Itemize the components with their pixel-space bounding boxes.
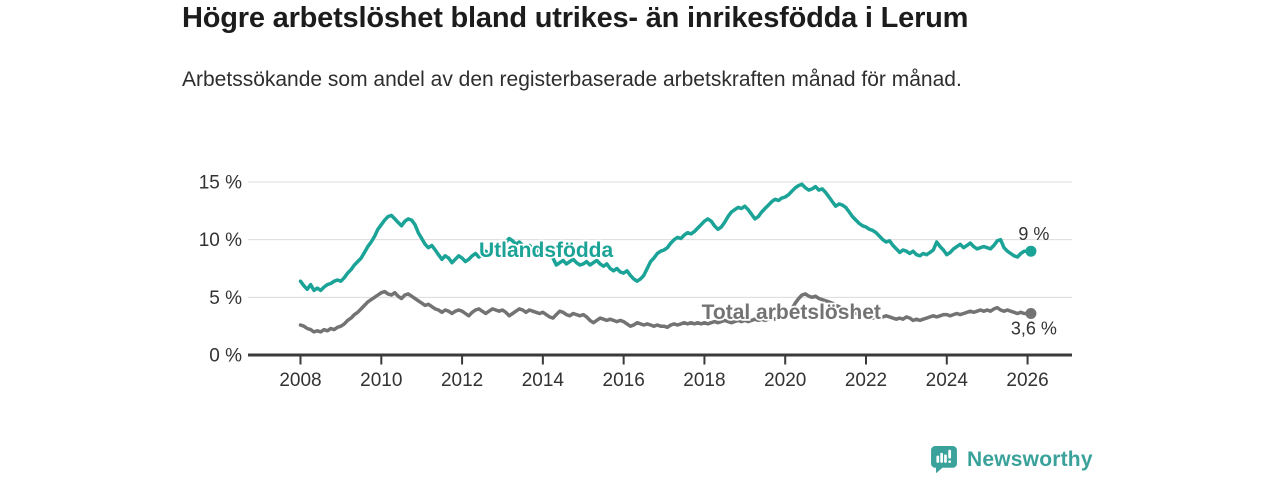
series-label-utlandsf-dda: Utlandsfödda xyxy=(479,239,613,262)
y-tick-label: 10 % xyxy=(199,230,242,251)
x-tick-label: 2010 xyxy=(360,370,402,391)
series-end-value-utlandsf-dda: 9 % xyxy=(1018,224,1049,244)
x-tick-label: 2014 xyxy=(522,370,565,391)
x-tick-label: 2018 xyxy=(683,370,725,391)
series-end-dot-total-arbetsl-shet xyxy=(1025,307,1037,319)
chart-subtitle: Arbetssökande som andel av den registerb… xyxy=(182,68,962,91)
series-line-utlandsf-dda xyxy=(298,182,1033,293)
x-tick-label: 2020 xyxy=(764,370,806,391)
chart-title: Högre arbetslöshet bland utrikes- än inr… xyxy=(182,2,969,34)
y-tick-label: 15 % xyxy=(199,173,242,194)
newsworthy-logo-icon xyxy=(931,446,957,474)
x-tick-label: 2008 xyxy=(279,370,321,391)
x-tick-label: 2016 xyxy=(603,370,645,391)
y-tick-label: 5 % xyxy=(209,288,242,309)
series-end-dot-utlandsf-dda xyxy=(1025,245,1037,257)
y-tick-label: 0 % xyxy=(209,346,242,367)
x-tick-label: 2026 xyxy=(1006,370,1048,391)
brand-name: Newsworthy xyxy=(967,447,1093,471)
x-tick-label: 2022 xyxy=(845,370,887,391)
brand-footer: Newsworthy xyxy=(930,445,1093,474)
series-line-total-arbetsl-shet xyxy=(298,289,1033,334)
x-tick-label: 2024 xyxy=(926,370,969,391)
series-label-total-arbetsl-shet: Total arbetslöshet xyxy=(702,301,881,324)
x-tick-label: 2012 xyxy=(441,370,483,391)
series-end-value-total-arbetsl-shet: 3,6 % xyxy=(1011,318,1057,338)
